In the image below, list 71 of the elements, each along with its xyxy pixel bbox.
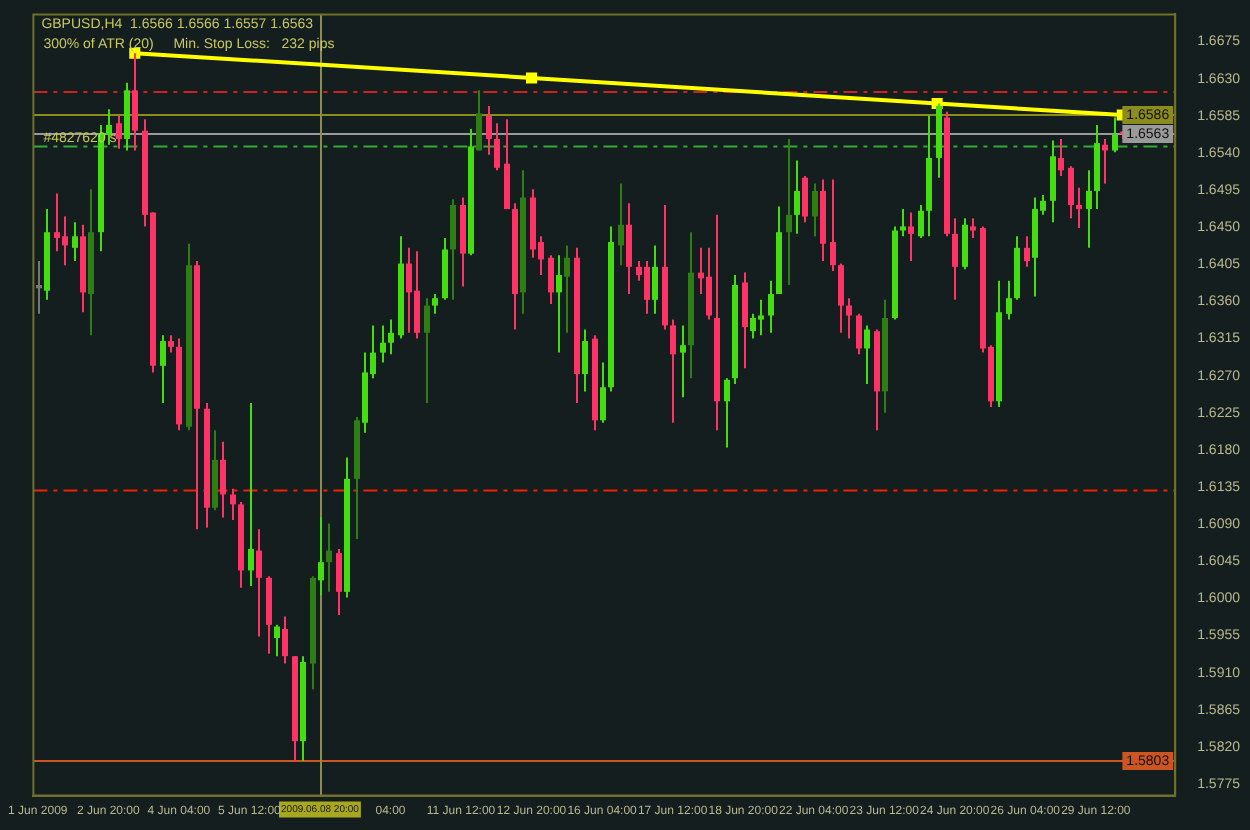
candlestick — [414, 250, 420, 340]
candlestick — [476, 89, 482, 152]
point — [526, 72, 538, 84]
candlestick — [432, 293, 438, 315]
candlestick — [846, 297, 852, 340]
candlestick — [706, 246, 712, 321]
candlestick — [802, 175, 808, 224]
candlestick — [724, 377, 730, 449]
candlestick — [54, 192, 60, 253]
candlestick — [326, 522, 332, 593]
candlestick — [248, 401, 254, 588]
candlestick — [670, 318, 676, 424]
candlestick — [424, 297, 430, 404]
candlestick — [680, 324, 686, 399]
candlestick — [838, 262, 844, 334]
candlestick — [336, 547, 342, 616]
candlestick — [62, 215, 68, 267]
candlestick — [1058, 137, 1064, 178]
candlestick — [742, 271, 748, 370]
candlestick — [864, 324, 870, 385]
candlestick — [388, 318, 394, 356]
candlestick — [486, 104, 492, 156]
candlestick — [644, 260, 650, 315]
candlestick — [812, 182, 818, 238]
candlestick — [556, 254, 562, 354]
candlestick — [582, 328, 588, 393]
candlestick — [786, 137, 792, 286]
candlestick — [1094, 123, 1100, 211]
candlestick — [1086, 169, 1092, 249]
candlestick — [1068, 165, 1074, 220]
candlestick — [564, 244, 570, 334]
candlestick — [504, 118, 510, 211]
candlestick — [618, 182, 624, 267]
candlestick — [450, 198, 456, 301]
candlestick — [626, 202, 632, 296]
candlestick — [36, 260, 42, 315]
candlestick — [160, 334, 166, 404]
candlestick — [900, 208, 906, 238]
candlestick — [318, 516, 324, 597]
candlestick — [970, 217, 976, 239]
candlestick — [116, 114, 122, 150]
candlestick — [856, 312, 862, 356]
candlestick — [266, 575, 272, 655]
candlestick — [1102, 137, 1108, 185]
candlestick — [1112, 116, 1118, 154]
candlestick — [256, 528, 262, 638]
candlestick — [918, 203, 924, 239]
candlestick — [600, 361, 606, 424]
candlestick — [274, 623, 280, 658]
candlestick — [1050, 139, 1056, 224]
candlestick — [750, 312, 756, 340]
candlestick — [72, 221, 78, 263]
candlestick — [758, 298, 764, 337]
candlestick — [494, 122, 500, 172]
candlestick — [794, 159, 800, 235]
candlestick — [952, 217, 958, 301]
candlestick — [220, 440, 226, 519]
candlestick — [652, 244, 658, 315]
candlestick — [548, 254, 554, 305]
candlestick — [406, 246, 412, 334]
candlestick — [908, 211, 914, 263]
candlestick — [1024, 235, 1030, 268]
candlestick — [1076, 186, 1082, 230]
candlestick — [962, 217, 968, 271]
candlestick — [1006, 279, 1012, 321]
candlestick — [212, 429, 218, 512]
candlestick — [830, 178, 836, 272]
candlestick — [380, 324, 386, 364]
candlestick — [768, 279, 774, 334]
candlestick — [282, 615, 288, 665]
candlestick — [230, 487, 236, 522]
